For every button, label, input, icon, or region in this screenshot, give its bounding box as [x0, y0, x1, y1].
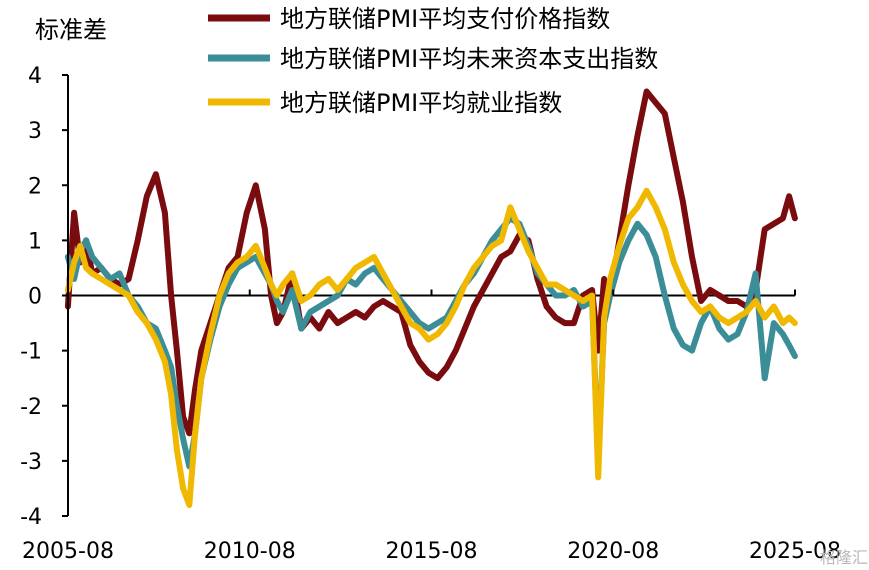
y-tick-label: -2	[20, 395, 42, 420]
series-line-3	[64, 187, 798, 508]
y-tick-label: 0	[28, 285, 42, 310]
watermark: 格隆汇	[820, 548, 868, 567]
legend: 地方联储PMI平均支付价格指数地方联储PMI平均未来资本支出指数地方联储PMI平…	[208, 5, 658, 117]
legend-label-2: 地方联储PMI平均未来资本支出指数	[280, 45, 658, 73]
x-tick-label: 2025-08	[749, 539, 841, 564]
y-tick-label: 2	[28, 174, 42, 199]
x-tick-label: 2015-08	[386, 539, 478, 564]
legend-label-3: 地方联储PMI平均就业指数	[280, 89, 562, 117]
y-tick-label: -4	[20, 505, 42, 530]
x-tick-label: 2010-08	[204, 539, 296, 564]
series-line-1	[64, 88, 798, 437]
y-tick-label: 1	[28, 229, 42, 254]
legend-label-1: 地方联储PMI平均支付价格指数	[280, 5, 610, 33]
y-axis-label: 标准差	[35, 16, 107, 44]
y-tick-label: -3	[20, 450, 42, 475]
series-line-2	[64, 215, 798, 470]
x-tick-label: 2005-08	[22, 539, 114, 564]
y-tick-label: -1	[20, 340, 42, 365]
plot-area: -4 -3 -2 -1 0 1 2 3 4 2005-08 2010-08 2015-08 2020-…	[20, 64, 841, 564]
y-tick-label: 3	[28, 119, 42, 144]
x-tick-label: 2020-08	[567, 539, 659, 564]
y-tick-label: 4	[28, 64, 42, 89]
